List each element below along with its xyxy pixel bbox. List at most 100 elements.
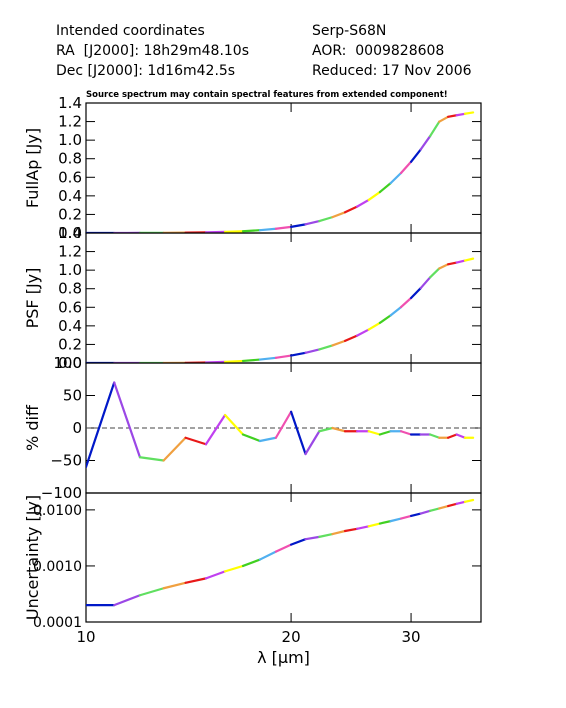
- data-segment: [318, 426, 334, 433]
- y-tick-label: 0.8: [58, 280, 82, 298]
- data-segment: [184, 436, 208, 446]
- data-segment: [438, 263, 450, 270]
- data-segment: [258, 550, 278, 561]
- data-segment: [258, 227, 278, 232]
- y-tick-label: −100: [41, 484, 82, 502]
- y-tick-label: 1.4: [58, 94, 82, 112]
- data-segment: [438, 115, 450, 123]
- panel-frame: [85, 102, 482, 234]
- y-axis-label: % diff: [23, 404, 42, 451]
- y-tick-label: 1.2: [58, 243, 82, 261]
- data-segment: [419, 134, 432, 151]
- panel-frame: [85, 492, 482, 623]
- data-segment: [318, 216, 334, 223]
- data-segment: [446, 433, 458, 439]
- data-segment: [113, 594, 142, 607]
- data-segment: [223, 564, 245, 573]
- data-segment: [223, 359, 245, 363]
- data-segment: [455, 500, 467, 505]
- panel-2: −100 −50 0 50 100 % diff: [23, 354, 482, 502]
- data-segment: [289, 351, 307, 357]
- data-segment: [367, 190, 381, 202]
- data-segment: [378, 430, 392, 436]
- y-tick-label: 1.2: [58, 113, 82, 131]
- data-segment: [289, 223, 307, 228]
- data-segment: [455, 259, 467, 264]
- data-segment: [409, 148, 422, 163]
- header-right-line-2: AOR: 0009828608: [312, 43, 445, 59]
- y-tick-label: 0.8: [58, 150, 82, 168]
- y-tick-label: 100: [53, 354, 82, 372]
- data-segment: [304, 220, 321, 226]
- data-segment: [378, 182, 392, 194]
- y-tick-label: 0.0100: [33, 503, 82, 519]
- series-3: [86, 498, 475, 607]
- data-segment: [367, 430, 381, 436]
- x-tick-label: 10: [76, 628, 95, 646]
- y-tick-label: 0: [72, 419, 82, 437]
- header-left-line-3: Dec [J2000]: 1d16m42.5s: [56, 63, 236, 79]
- header-left-line-1: Intended coordinates: [56, 23, 205, 39]
- data-segment: [378, 520, 392, 525]
- y-tick-label: 0.0: [58, 354, 82, 372]
- data-segment: [223, 413, 245, 436]
- series-1: [86, 257, 475, 363]
- data-segment: [289, 410, 307, 456]
- data-segment: [241, 558, 262, 568]
- data-segment: [446, 114, 458, 118]
- data-segment: [463, 498, 475, 503]
- data-segment: [343, 205, 359, 214]
- series-0: [86, 111, 475, 233]
- data-segment: [367, 321, 381, 331]
- panel-frame: [85, 232, 482, 364]
- y-tick-label: 0.0: [58, 224, 82, 242]
- x-tick-label: 30: [402, 628, 421, 646]
- data-segment: [429, 120, 441, 138]
- data-segment: [429, 267, 441, 279]
- y-axis-label: FullAp [Jy]: [23, 128, 42, 208]
- data-segment: [304, 430, 321, 456]
- x-axis-label: λ [μm]: [257, 648, 310, 667]
- data-segment: [241, 229, 262, 233]
- y-tick-label: 0.6: [58, 298, 82, 316]
- y-tick-label: 0.4: [58, 187, 82, 205]
- data-segment: [258, 356, 278, 361]
- data-segment: [274, 543, 293, 553]
- data-segment: [331, 426, 347, 433]
- y-tick-label: 1.4: [58, 224, 82, 242]
- data-segment: [138, 456, 165, 462]
- data-segment: [162, 436, 187, 462]
- data-segment: [184, 577, 208, 584]
- data-segment: [356, 328, 370, 337]
- y-tick-label: −50: [50, 452, 82, 470]
- y-tick-label: 0.6: [58, 168, 82, 186]
- data-segment: [399, 296, 413, 309]
- header-left-line-2: RA [J2000]: 18h29m48.10s: [56, 43, 249, 59]
- data-segment: [274, 410, 293, 439]
- data-segment: [356, 525, 370, 530]
- y-tick-label: 0.0010: [33, 559, 82, 575]
- extended-component-note: Source spectrum may contain spectral fea…: [86, 90, 448, 100]
- data-segment: [241, 433, 262, 443]
- data-segment: [258, 436, 278, 443]
- data-segment: [86, 381, 116, 469]
- y-tick-label: 0.2: [58, 205, 82, 223]
- data-segment: [331, 339, 347, 347]
- data-segment: [429, 433, 441, 439]
- data-segment: [138, 587, 165, 597]
- series-2: [86, 381, 475, 469]
- data-segment: [274, 225, 293, 230]
- data-segment: [356, 198, 370, 208]
- data-segment: [438, 504, 450, 510]
- y-axis-label: Uncertainty [Jy]: [23, 495, 42, 620]
- data-segment: [455, 112, 467, 117]
- data-segment: [289, 538, 307, 546]
- data-segment: [343, 334, 359, 342]
- data-segment: [343, 527, 359, 533]
- data-segment: [389, 171, 403, 185]
- y-tick-label: 0.2: [58, 335, 82, 353]
- data-segment: [304, 535, 321, 541]
